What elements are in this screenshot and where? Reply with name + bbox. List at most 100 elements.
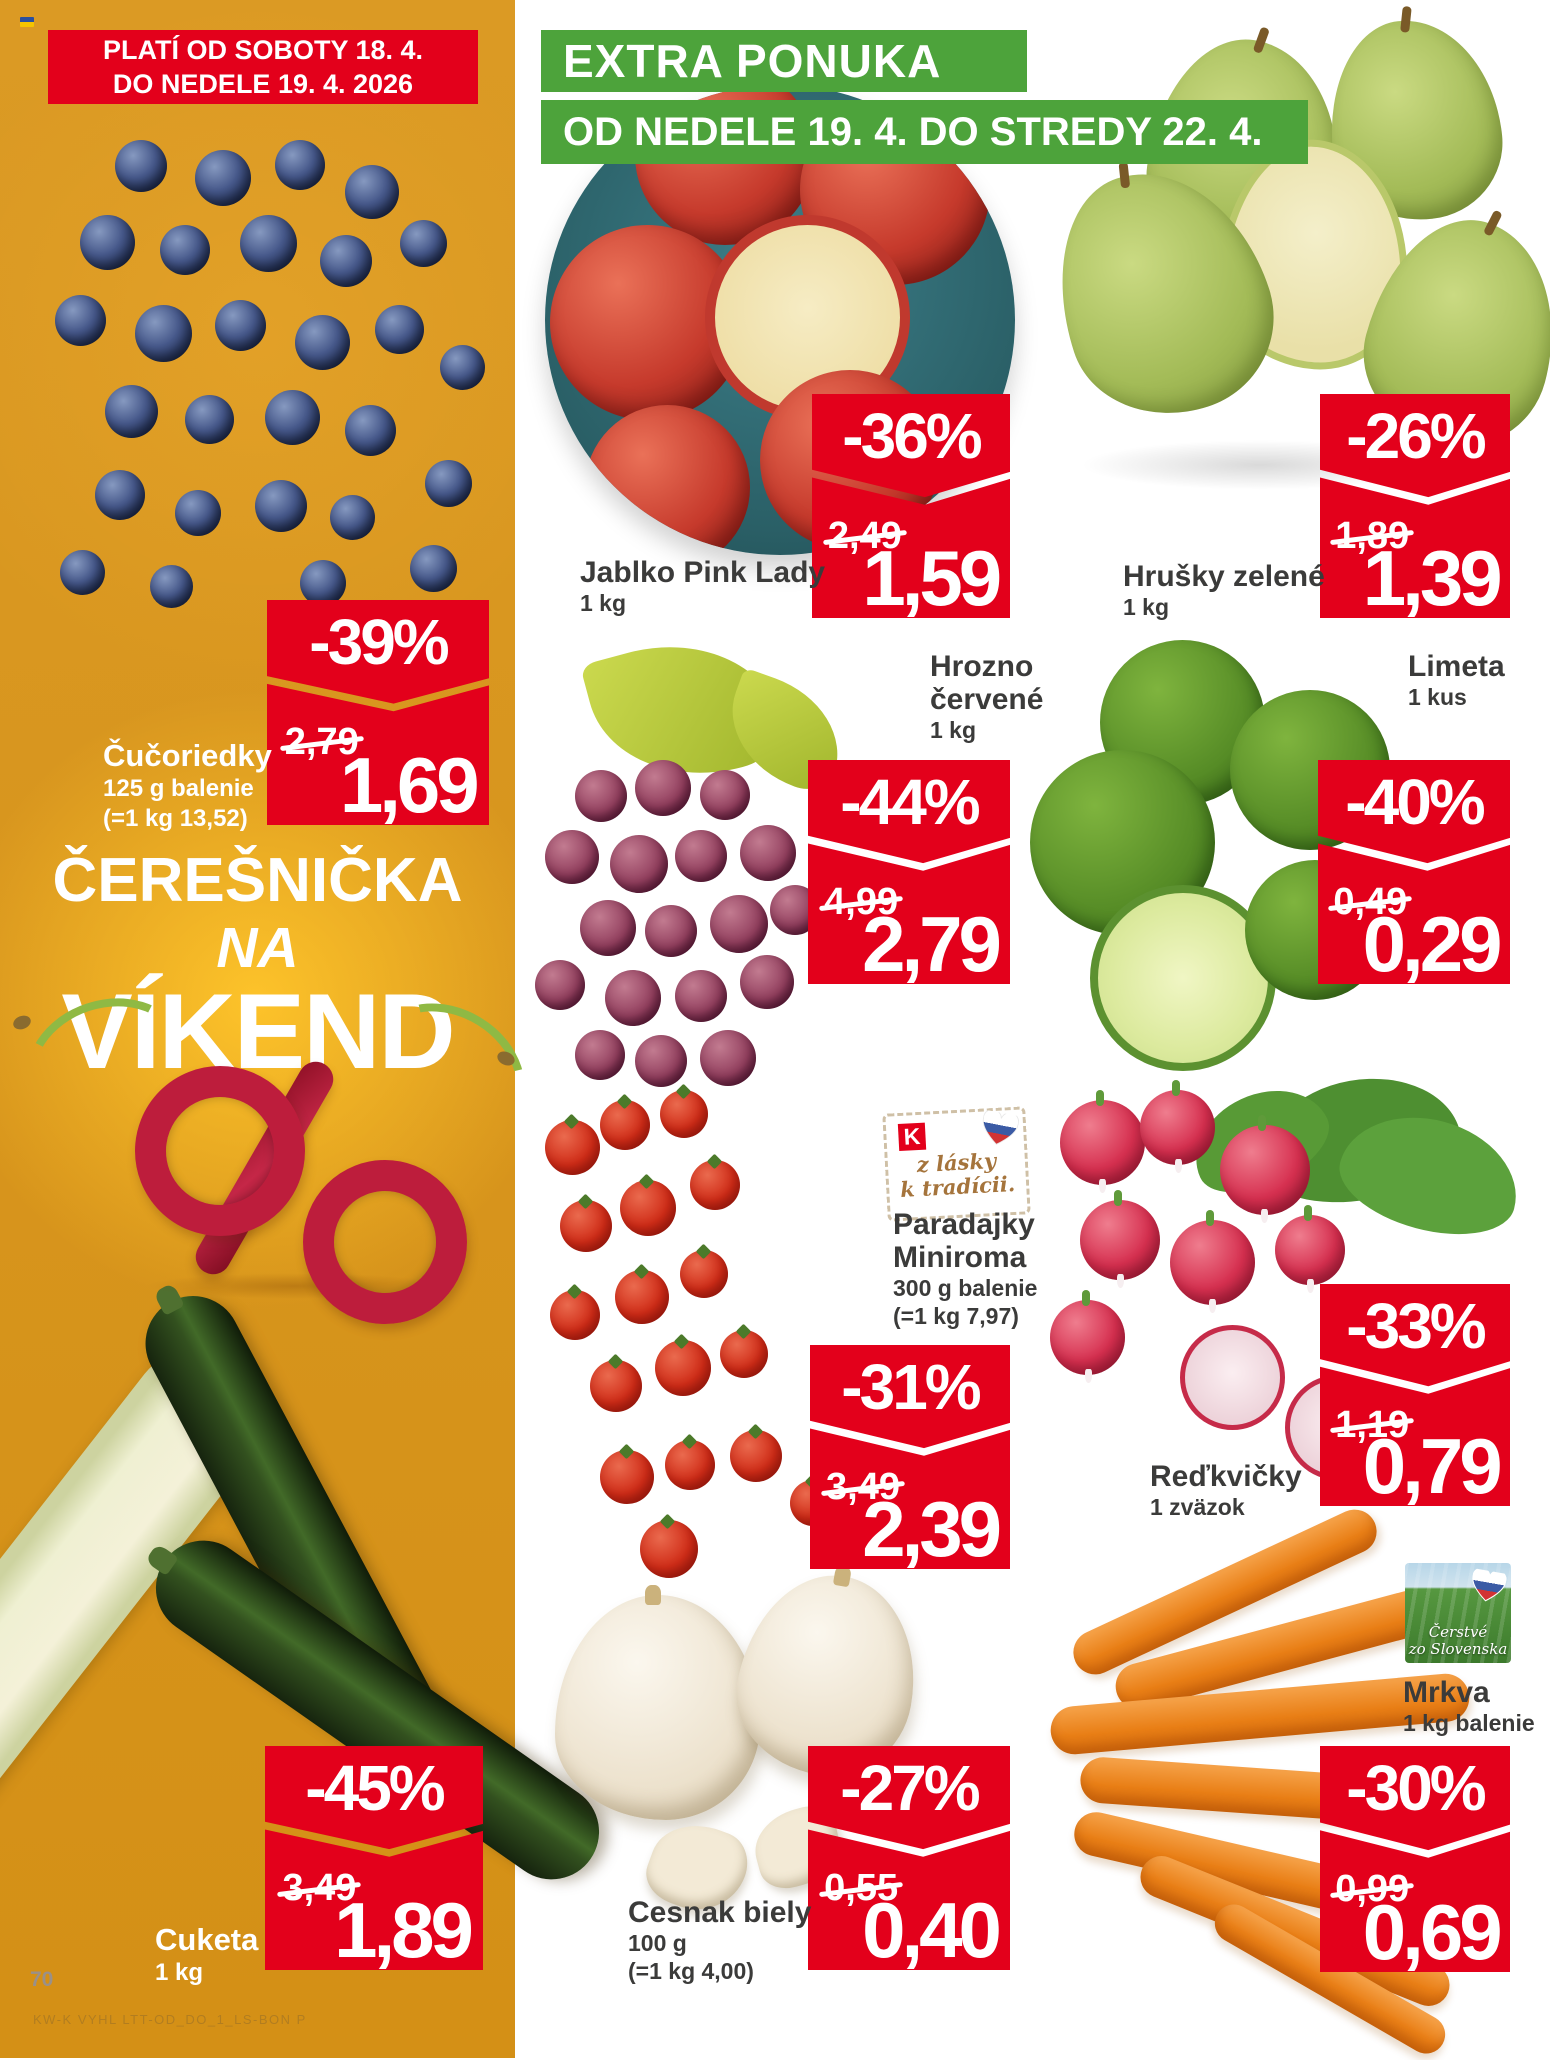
- discount-tag: -45%: [265, 1746, 483, 1850]
- product-unit: 100 g: [628, 1930, 687, 1956]
- product-name: Paradajky: [893, 1208, 1035, 1241]
- price-badge-cuketa: -45% 3,49 1,89: [265, 1746, 483, 1970]
- product-unit: 1 kg: [155, 1959, 204, 1986]
- price-badge-jablko: -36% 2,49 1,59: [812, 394, 1010, 618]
- product-name-line2: Miniroma: [893, 1241, 1027, 1274]
- price-badge-paradajky: -31% 3,49 2,39: [810, 1345, 1010, 1569]
- product-name-line2: červené: [930, 683, 1044, 716]
- discount-value: -31%: [841, 1351, 981, 1424]
- price-tag: 0,55 0,40: [808, 1829, 1010, 1970]
- percent-top-cherry: [135, 1066, 305, 1236]
- headline-line1: ČEREŠNIČKA: [52, 846, 463, 915]
- percent-bottom-cherry: [303, 1160, 467, 1324]
- product-unit: 1 kg: [580, 590, 627, 616]
- validity-line1: PLATÍ OD SOBOTY 18. 4.: [102, 35, 424, 65]
- product-label-mrkva: Mrkva 1 kg balenie: [1403, 1676, 1535, 1737]
- weekend-headline: ČEREŠNIČKA NA VÍKEND: [0, 845, 515, 1091]
- product-unit-price: (=1 kg 7,97): [893, 1303, 1019, 1329]
- product-label-limeta: Limeta 1 kus: [1408, 650, 1505, 711]
- slovak-flag-heart-icon: [1472, 1568, 1507, 1602]
- discount-value: -45%: [305, 1752, 445, 1825]
- discount-tag: -36%: [812, 394, 1010, 498]
- price-badge-mrkva: -30% 0,99 0,69: [1320, 1746, 1510, 1972]
- old-price: 1,89: [1335, 514, 1410, 557]
- old-price: 4,99: [824, 880, 899, 923]
- product-label-hrozno: Hrozno červené 1 kg: [930, 650, 1043, 744]
- cherry-percent-art: [8, 974, 553, 1324]
- new-price: 0,69: [1362, 1888, 1503, 1976]
- headline-line3: VÍKEND: [61, 971, 455, 1091]
- old-price: 0,55: [824, 1866, 899, 1909]
- product-unit: 1 kus: [1408, 684, 1467, 710]
- product-unit: 1 kg balenie: [1403, 1710, 1535, 1736]
- price-tag: 3,49 1,89: [265, 1829, 483, 1975]
- discount-value: -44%: [840, 766, 980, 839]
- discount-value: -27%: [840, 1752, 980, 1825]
- origin-badge-text: Čerstvé zo Slovenska: [1408, 1623, 1508, 1658]
- stamp-slogan: z lásky k tradícii.: [899, 1147, 1016, 1202]
- new-price: 0,29: [1362, 900, 1503, 989]
- mini-flag-icon: [20, 17, 34, 27]
- product-unit-price: (=1 kg 4,00): [628, 1958, 754, 1984]
- discount-tag: -40%: [1318, 760, 1510, 864]
- product-label-cuketa: Cuketa 1 kg: [155, 1922, 258, 1988]
- discount-value: -39%: [309, 606, 449, 679]
- product-label-paradajky: Paradajky Miniroma 300 g balenie (=1 kg …: [893, 1208, 1037, 1330]
- tomatoes-photo: [520, 1080, 900, 1580]
- validity-line2: DO NEDELE 19. 4. 2026: [112, 69, 414, 99]
- price-tag: 0,99 0,69: [1320, 1830, 1510, 1976]
- product-name: Hrozno: [930, 650, 1034, 683]
- old-price: 3,49: [826, 1465, 900, 1508]
- old-price: 1,19: [1335, 1403, 1410, 1446]
- price-tag: 1,89 1,39: [1320, 477, 1510, 623]
- new-price: 1,39: [1362, 534, 1503, 623]
- old-price: 0,49: [1333, 880, 1408, 923]
- product-unit: 1 kg: [930, 717, 977, 743]
- product-label-cucoriedky: Čučoriedky 125 g balenie (=1 kg 13,52): [103, 738, 272, 834]
- discount-tag: -44%: [808, 760, 1010, 864]
- product-name: Čučoriedky: [103, 738, 272, 773]
- validity-banner: PLATÍ OD SOBOTY 18. 4. DO NEDELE 19. 4. …: [48, 30, 478, 104]
- tradition-stamp: K z lásky k tradícii.: [882, 1106, 1031, 1222]
- new-price: 1,59: [862, 534, 1002, 623]
- extra-offer-dates: OD NEDELE 19. 4. DO STREDY 22. 4.: [563, 109, 1263, 154]
- new-price: 1,89: [334, 1886, 474, 1975]
- fresh-from-slovakia-badge: Čerstvé zo Slovenska: [1405, 1563, 1511, 1663]
- old-price: 0,99: [1335, 1867, 1410, 1910]
- blueberries-photo: [0, 0, 515, 700]
- product-name: Reďkvičky: [1150, 1460, 1302, 1493]
- product-name: Mrkva: [1403, 1676, 1490, 1709]
- radishes-photo: [1040, 1063, 1532, 1520]
- extra-offer-banner: EXTRA PONUKA: [541, 30, 1027, 92]
- discount-tag: -30%: [1320, 1746, 1510, 1851]
- price-badge-hrusky: -26% 1,89 1,39: [1320, 394, 1510, 618]
- grapes-photo: [515, 619, 915, 1110]
- product-name: Limeta: [1408, 650, 1505, 683]
- new-price: 0,79: [1362, 1422, 1503, 1511]
- extra-offer-title: EXTRA PONUKA: [563, 35, 942, 87]
- product-label-jablko: Jablko Pink Lady 1 kg: [580, 556, 825, 617]
- product-label-hrusky: Hrušky zelené 1 kg: [1123, 560, 1325, 621]
- product-unit: 1 kg: [1123, 594, 1170, 620]
- price-tag: 1,19 0,79: [1320, 1366, 1510, 1511]
- old-price: 2,49: [827, 514, 902, 557]
- product-name: Cesnak biely: [628, 1896, 812, 1929]
- discount-value: -40%: [1345, 766, 1485, 839]
- discount-tag: -39%: [267, 600, 489, 704]
- discount-value: -33%: [1346, 1290, 1486, 1363]
- discount-value: -30%: [1346, 1752, 1486, 1825]
- product-unit: 125 g balenie: [103, 775, 254, 802]
- product-unit: 300 g balenie: [893, 1275, 1038, 1301]
- price-badge-cucoriedky: -39% 2,79 1,69: [267, 600, 489, 825]
- fine-print: KW-K VYHL LTT-OD_DO_1_LS-BON P: [33, 2012, 307, 2027]
- price-tag: 2,49 1,59: [812, 477, 1010, 623]
- product-label-redkvicky: Reďkvičky 1 zväzok: [1150, 1460, 1302, 1521]
- price-badge-cesnak: -27% 0,55 0,40: [808, 1746, 1010, 1970]
- price-badge-limeta: -40% 0,49 0,29: [1318, 760, 1510, 984]
- page-number: 70: [30, 1968, 54, 1991]
- kaufland-logo: K: [897, 1122, 927, 1151]
- new-price: 2,39: [862, 1485, 1002, 1574]
- product-name: Hrušky zelené: [1123, 560, 1325, 593]
- extra-offer-dates-banner: OD NEDELE 19. 4. DO STREDY 22. 4.: [541, 100, 1308, 164]
- new-price: 2,79: [862, 900, 1002, 989]
